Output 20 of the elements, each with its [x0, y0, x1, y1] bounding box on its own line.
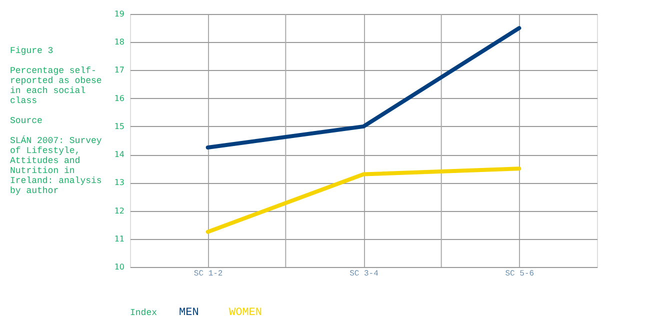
y-tick-label: 19: [114, 10, 124, 18]
y-tick-label: 11: [114, 234, 124, 244]
x-tick-label: SC 1-2: [194, 270, 223, 278]
x-tick-label: SC 5-6: [505, 270, 534, 278]
text: Figure 3: [10, 46, 54, 56]
y-tick-label: 16: [114, 94, 124, 103]
y-tick-label: 18: [114, 38, 124, 47]
y-tick-label: 14: [114, 150, 124, 160]
y-tick-label: 12: [114, 206, 124, 216]
text: MEN: [179, 307, 199, 319]
y-tick-label: 17: [114, 66, 124, 75]
text: SLÁN 2007: Survey of Lifestyle, Attitudes and Nutrition in Ireland: analysis by author: [10, 135, 102, 196]
y-tick-label: 13: [114, 178, 124, 188]
y-tick-label: 10: [114, 262, 124, 272]
text: Source: [10, 116, 42, 126]
x-tick-label: SC 3-4: [350, 270, 379, 278]
text: Percentage self-reported as obese in each social class: [10, 66, 102, 106]
y-tick-label: 15: [114, 122, 124, 131]
text: WOMEN: [229, 307, 262, 319]
legend-title: Index: [130, 308, 158, 318]
